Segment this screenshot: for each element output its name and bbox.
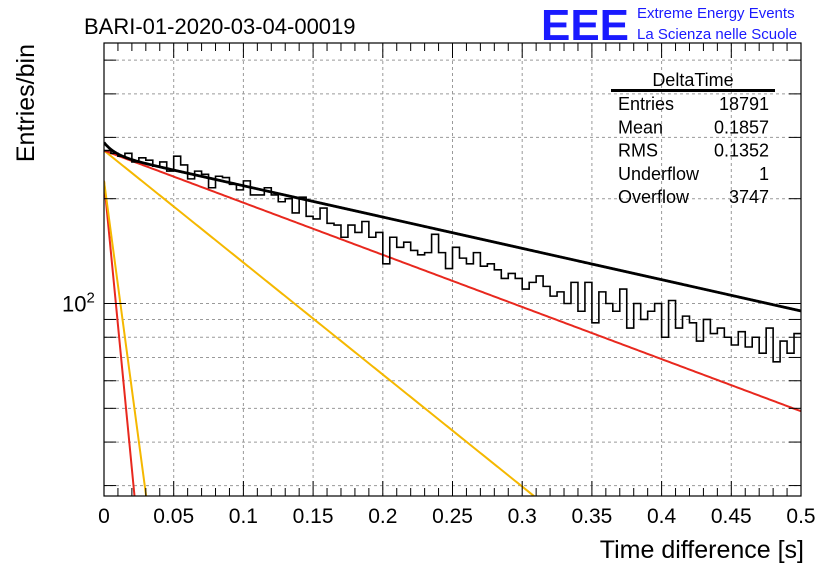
stats-value: 18791 xyxy=(719,94,769,114)
stats-label: Mean xyxy=(618,117,663,137)
x-tick-label: 0.5 xyxy=(786,505,815,528)
stats-value: 0.1352 xyxy=(714,141,769,161)
stats-value: 3747 xyxy=(729,187,769,207)
run-title: BARI-01-2020-03-04-00019 xyxy=(84,14,356,39)
x-tick-label: 0.35 xyxy=(571,505,612,528)
stats-box: DeltaTime Entries 18791 Mean 0.1857 RMS 0.135… xyxy=(611,70,775,207)
x-tick-label: 0.1 xyxy=(229,505,258,528)
x-tick-label: 0.45 xyxy=(711,505,752,528)
axes xyxy=(103,42,802,497)
x-tick-label: 0.05 xyxy=(153,505,194,528)
x-axis-label: Time difference [s] xyxy=(600,536,804,564)
grid-lines xyxy=(104,43,801,496)
stats-title: DeltaTime xyxy=(652,70,733,90)
x-tick-label: 0.3 xyxy=(508,505,537,528)
tick-labels: 0 0.05 0.1 0.15 0.2 0.25 0.3 0.35 0.4 0.45 0.5 102 xyxy=(62,290,816,528)
y-axis-label: Entries/bin xyxy=(12,44,40,162)
logo-tagline-1: Extreme Energy Events xyxy=(637,5,795,22)
stats-label: Overflow xyxy=(618,187,690,207)
x-tick-label: 0 xyxy=(98,505,110,528)
stats-label: Entries xyxy=(618,94,674,114)
stats-value: 1 xyxy=(759,164,769,184)
stats-title-underline xyxy=(611,89,775,92)
x-tick-label: 0.4 xyxy=(647,505,677,528)
fit-curve-component-medium xyxy=(104,149,536,496)
fit-curve-total xyxy=(104,141,801,313)
logo-tagline-2: La Scienza nelle Scuole xyxy=(637,26,797,43)
stats-value: 0.1857 xyxy=(714,117,769,137)
histogram xyxy=(104,149,801,363)
plot-frame xyxy=(103,42,802,497)
y-tick-label: 102 xyxy=(62,290,95,317)
x-tick-label: 0.25 xyxy=(432,505,473,528)
stats-label: RMS xyxy=(618,141,658,161)
stats-label: Underflow xyxy=(618,164,700,184)
fit-curve-component-fast xyxy=(104,180,136,496)
fit-curve-component-fast-2 xyxy=(104,180,148,496)
x-tick-label: 0.15 xyxy=(293,505,334,528)
x-tick-label: 0.2 xyxy=(368,505,397,528)
fit-curve-component-slow xyxy=(104,149,801,413)
eee-logo: EEE xyxy=(541,1,629,50)
fit-curves xyxy=(104,141,801,496)
stats-rows: Entries 18791 Mean 0.1857 RMS 0.1352 Underflow… xyxy=(618,94,769,207)
histogram-line xyxy=(104,149,801,363)
